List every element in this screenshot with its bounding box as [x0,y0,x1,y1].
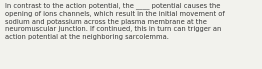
Text: In contrast to the action potential, the ____ potential causes the
opening of io: In contrast to the action potential, the… [5,2,225,40]
